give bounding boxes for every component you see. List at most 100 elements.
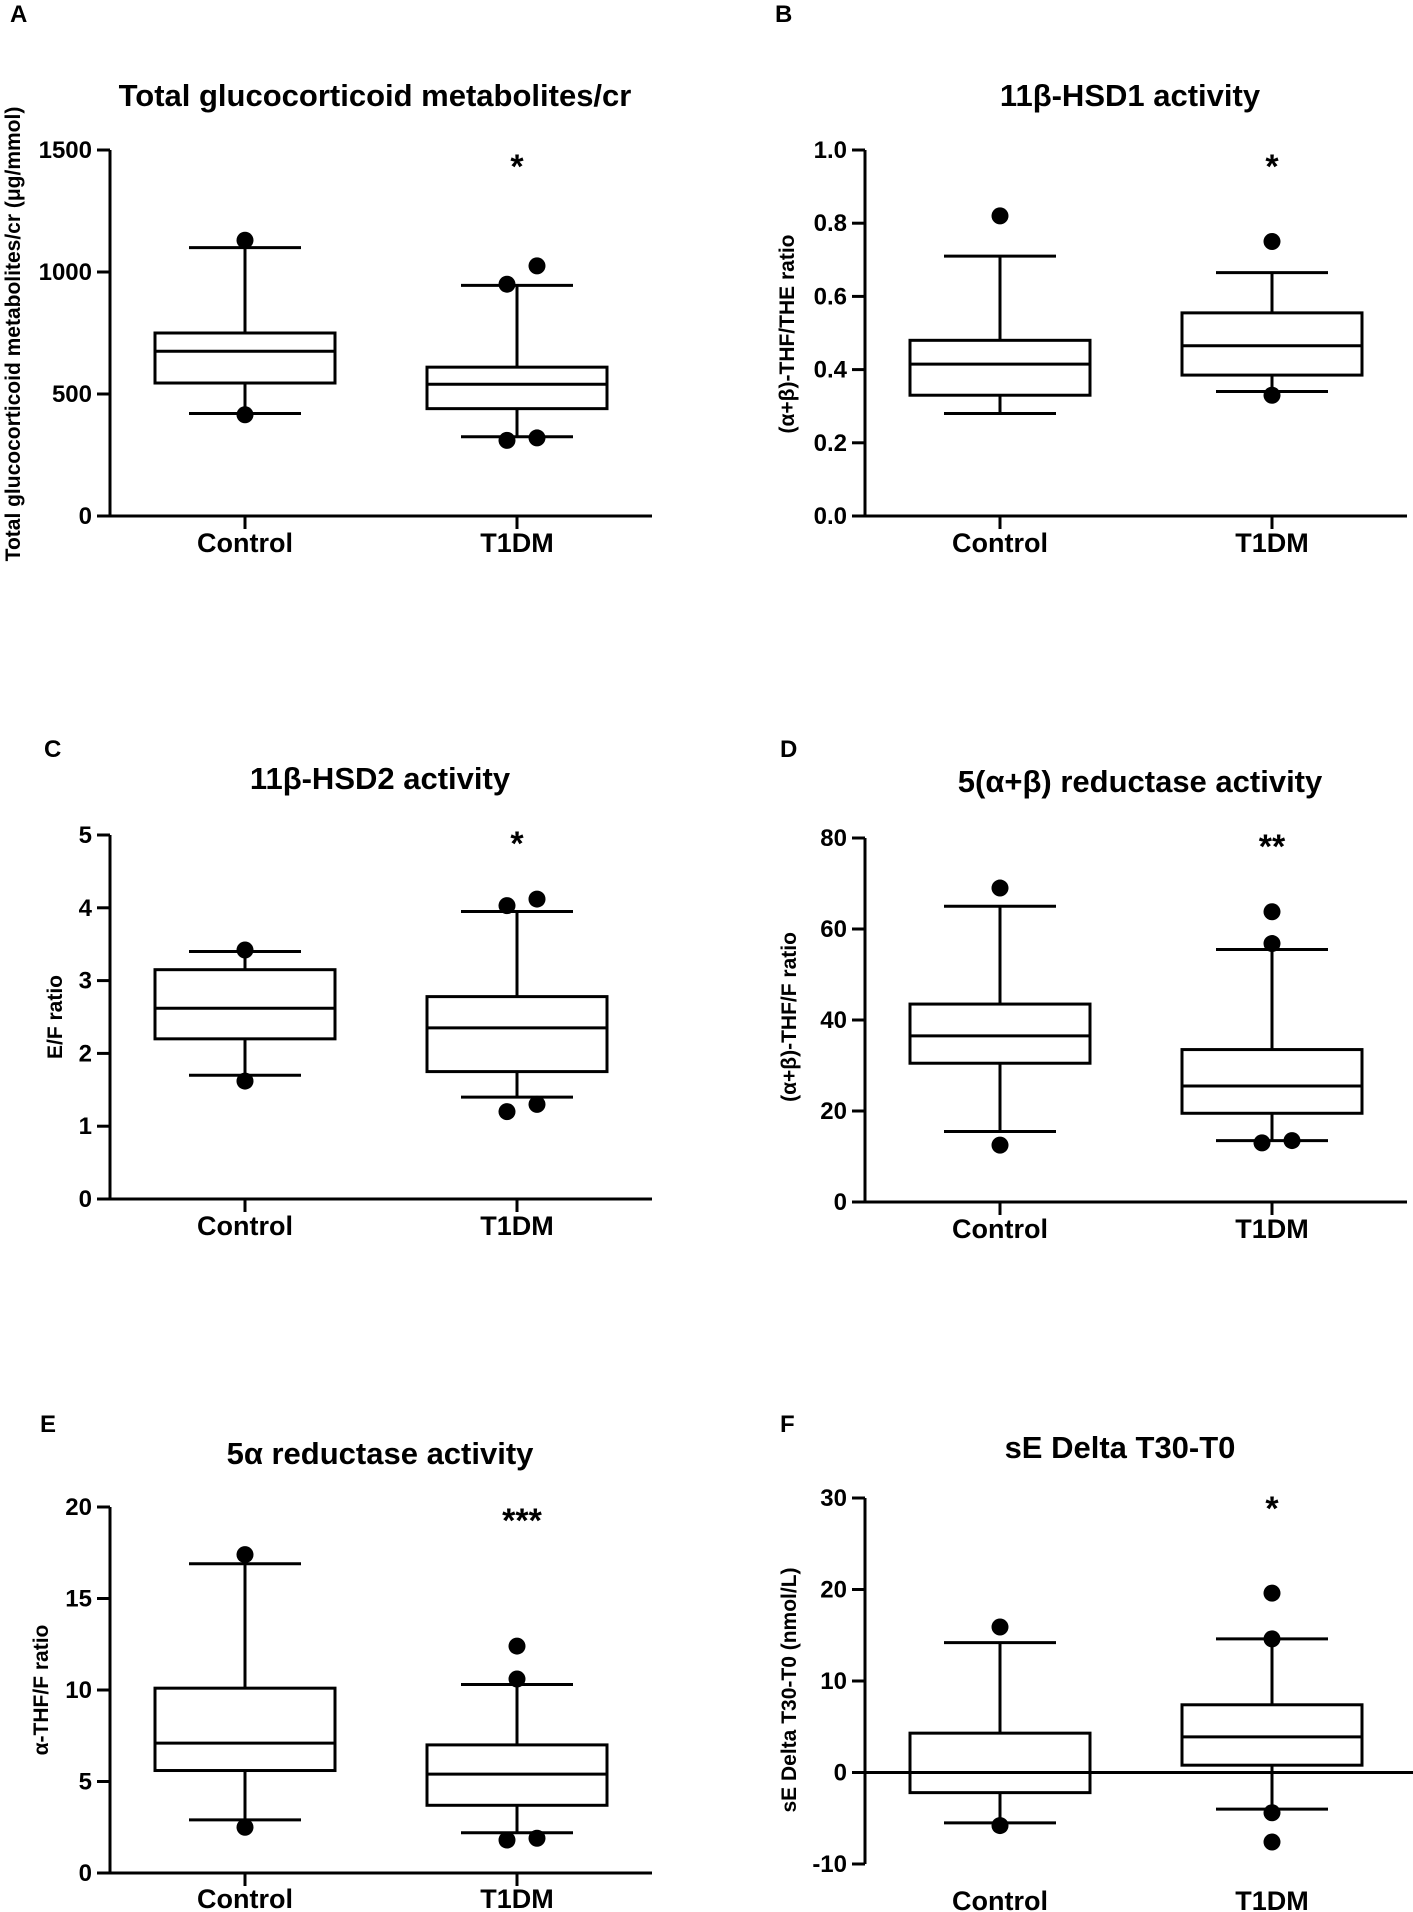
y-tick-label: 1.0 xyxy=(814,137,847,164)
outlier-point xyxy=(528,257,546,275)
box-iqr xyxy=(425,995,609,1074)
category-label-t1dm: T1DM xyxy=(480,1884,554,1912)
box-iqr xyxy=(1180,1048,1364,1115)
y-tick-label: 0.2 xyxy=(814,430,847,457)
outlier-point xyxy=(528,1095,546,1113)
category-label-control: Control xyxy=(197,528,293,558)
y-tick-label: -10 xyxy=(812,1851,847,1878)
outlier-point xyxy=(1253,1134,1271,1152)
outlier-point xyxy=(498,1103,516,1121)
box-iqr xyxy=(153,968,337,1041)
panel-d: D 5(α+β) reductase activity (α+β)-THF/F … xyxy=(778,736,1407,1244)
panel-b: B 11β-HSD1 activity (α+β)-THF/THE ratio … xyxy=(775,1,1407,558)
y-tick-label: 0 xyxy=(79,1860,92,1887)
y-tick-label: 40 xyxy=(820,1007,847,1034)
significance-marker: * xyxy=(1265,1490,1279,1528)
outlier-point xyxy=(1283,1132,1301,1150)
category-label-t1dm: T1DM xyxy=(1235,1214,1309,1244)
category-label-control: Control xyxy=(197,1211,293,1241)
y-tick-label: 20 xyxy=(820,1577,847,1604)
y-tick-label: 80 xyxy=(820,825,847,852)
outlier-point xyxy=(528,1829,546,1847)
panel-letter: F xyxy=(780,1411,795,1438)
panel-a: A Total glucocorticoid metabolites/cr To… xyxy=(2,1,652,561)
y-tick-label: 1500 xyxy=(39,137,92,164)
box-iqr xyxy=(153,331,337,385)
y-tick-label: 0.8 xyxy=(814,210,847,237)
box-iqr xyxy=(908,338,1092,397)
significance-marker: * xyxy=(510,148,524,186)
box-iqr xyxy=(425,365,609,411)
outlier-point xyxy=(498,275,516,293)
y-axis-label: Total glucocorticoid metabolites/cr (μg/… xyxy=(2,107,25,562)
box-iqr xyxy=(1180,1703,1364,1767)
panel-f: F sE Delta T30-T0 sE Delta T30-T0 (nmol/… xyxy=(778,1411,1413,1912)
significance-marker: *** xyxy=(502,1502,542,1540)
y-tick-label: 10 xyxy=(820,1668,847,1695)
y-tick-label: 0.0 xyxy=(814,503,847,530)
category-label-control: Control xyxy=(952,528,1048,558)
panel-letter: A xyxy=(10,1,27,28)
chart-title: 11β-HSD1 activity xyxy=(1000,78,1261,113)
panel-e: E 5α reductase activity α-THF/F ratio Co… xyxy=(30,1411,652,1912)
outlier-point xyxy=(236,941,254,959)
outlier-point xyxy=(1263,1833,1281,1851)
y-tick-label: 0.6 xyxy=(814,283,847,310)
significance-marker: * xyxy=(1265,148,1279,186)
y-tick-label: 0.4 xyxy=(814,357,848,384)
outlier-point xyxy=(498,897,516,915)
category-label-control: Control xyxy=(952,1886,1048,1912)
outlier-point xyxy=(991,1136,1009,1154)
y-tick-label: 5 xyxy=(79,1769,92,1796)
outlier-point xyxy=(1263,386,1281,404)
panel-letter: E xyxy=(40,1411,56,1438)
box-iqr xyxy=(908,1731,1092,1795)
y-axis-label: (α+β)-THF/THE ratio xyxy=(776,235,799,434)
y-tick-label: 5 xyxy=(79,822,92,849)
outlier-point xyxy=(236,1546,254,1564)
outlier-point xyxy=(528,890,546,908)
outlier-point xyxy=(236,231,254,249)
y-tick-label: 3 xyxy=(79,968,92,995)
outlier-point xyxy=(1263,233,1281,250)
y-tick-label: 500 xyxy=(52,381,92,408)
box-iqr xyxy=(1180,311,1364,377)
outlier-point xyxy=(508,1637,526,1655)
y-tick-label: 1 xyxy=(79,1113,92,1140)
y-axis-label: (α+β)-THF/F ratio xyxy=(778,932,801,1102)
panel-letter: C xyxy=(44,736,61,763)
outlier-point xyxy=(236,1818,254,1836)
outlier-point xyxy=(991,1817,1009,1835)
significance-marker: ** xyxy=(1259,828,1286,866)
y-axis-label: E/F ratio xyxy=(44,975,67,1059)
y-axis-label: α-THF/F ratio xyxy=(30,1625,53,1756)
y-tick-label: 20 xyxy=(65,1494,92,1521)
outlier-point xyxy=(236,1072,254,1090)
y-tick-label: 20 xyxy=(820,1098,847,1125)
outlier-point xyxy=(1263,903,1281,921)
outlier-point xyxy=(1263,1804,1281,1822)
significance-marker: * xyxy=(510,825,524,863)
y-tick-label: 4 xyxy=(79,895,93,922)
y-tick-label: 60 xyxy=(820,916,847,943)
chart-title: 5(α+β) reductase activity xyxy=(958,764,1323,799)
panel-letter: D xyxy=(780,736,797,763)
y-tick-label: 1000 xyxy=(39,259,92,286)
y-tick-label: 0 xyxy=(834,1189,847,1216)
outlier-point xyxy=(991,879,1009,897)
y-tick-label: 0 xyxy=(834,1760,847,1787)
category-label-t1dm: T1DM xyxy=(480,528,554,558)
panel-letter: B xyxy=(775,1,792,28)
y-tick-label: 30 xyxy=(820,1485,847,1512)
y-tick-label: 10 xyxy=(65,1677,92,1704)
category-label-t1dm: T1DM xyxy=(1235,528,1309,558)
outlier-point xyxy=(1263,1584,1281,1602)
chart-title: sE Delta T30-T0 xyxy=(1005,1430,1236,1465)
box-iqr xyxy=(908,1002,1092,1065)
y-tick-label: 15 xyxy=(65,1586,92,1613)
outlier-point xyxy=(991,207,1009,225)
outlier-point xyxy=(498,431,516,449)
chart-title: 5α reductase activity xyxy=(227,1436,535,1471)
box-iqr xyxy=(153,1686,337,1773)
